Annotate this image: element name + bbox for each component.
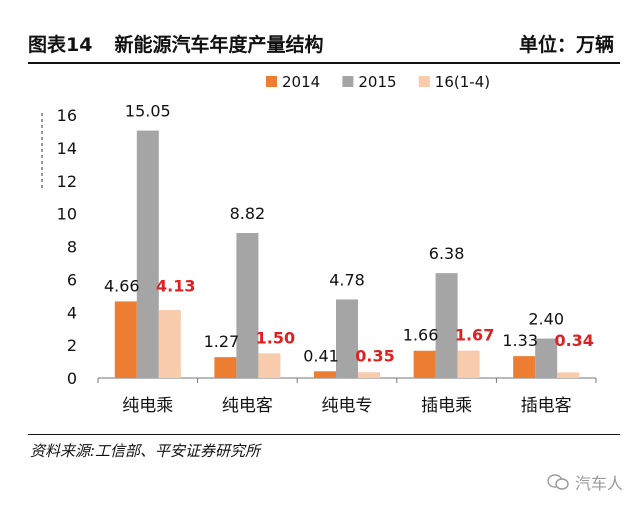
data-label: 0.41 [303, 346, 339, 365]
y-tick-label: 8 [67, 238, 77, 257]
data-label: 2.40 [528, 310, 564, 329]
x-tick-label: 插电乘 [421, 396, 472, 416]
chart-title: 图表14 新能源汽车年度产量结构 [28, 30, 323, 57]
data-label: 1.67 [455, 326, 494, 345]
x-tick-label: 纯电专 [322, 396, 373, 416]
bar [336, 299, 358, 378]
data-label: 4.78 [329, 270, 365, 289]
bar [513, 356, 536, 378]
bar [413, 350, 436, 378]
x-tick-label: 纯电乘 [122, 396, 173, 416]
unit-label: 单位：万辆 [518, 34, 614, 56]
bar [535, 338, 558, 378]
bar [358, 372, 380, 378]
bar [158, 310, 181, 378]
data-label: 0.35 [355, 346, 394, 365]
source-note: 资料来源:工信部、平安证券研究所 [30, 442, 261, 460]
watermark: 汽车人 [547, 470, 623, 494]
legend-swatch [266, 76, 277, 87]
data-label: 15.05 [125, 102, 171, 121]
bar [435, 273, 458, 378]
y-tick-label: 10 [57, 205, 77, 224]
y-tick-label: 6 [67, 270, 77, 289]
y-tick-label: 12 [57, 172, 77, 191]
data-label: 1.66 [403, 326, 439, 345]
watermark-text: 汽车人 [574, 474, 623, 493]
bar [214, 357, 237, 378]
figure-title: 新能源汽车年度产量结构 [114, 34, 324, 56]
bar [314, 371, 336, 378]
bar [457, 350, 480, 378]
data-label: 1.50 [256, 328, 295, 347]
legend-label: 2014 [282, 73, 320, 91]
bar [557, 372, 580, 378]
y-tick-label: 4 [67, 303, 77, 322]
y-tick-label: 14 [57, 139, 77, 158]
footer-rule [28, 434, 620, 435]
bar [136, 130, 159, 378]
legend-label: 16(1-4) [435, 73, 490, 91]
y-tick-label: 2 [67, 336, 77, 355]
bar [114, 301, 137, 378]
y-tick-label: 16 [57, 106, 77, 125]
data-label: 4.13 [156, 276, 195, 295]
legend-label: 2015 [358, 73, 396, 91]
bar [258, 353, 281, 378]
figure-number: 图表14 [28, 34, 93, 56]
x-tick-label: 纯电客 [222, 396, 273, 416]
data-label: 4.66 [104, 276, 140, 295]
legend-swatch [342, 76, 354, 87]
chart-header: 图表14 新能源汽车年度产量结构 单位：万辆 [28, 30, 620, 64]
data-label: 0.34 [554, 331, 593, 350]
data-label: 1.33 [502, 331, 538, 350]
header-rule [28, 62, 620, 64]
x-tick-label: 插电客 [521, 396, 572, 416]
data-label: 8.82 [230, 204, 266, 223]
data-label: 6.38 [429, 244, 465, 263]
data-label: 1.27 [204, 332, 240, 351]
y-tick-label: 0 [67, 369, 77, 388]
legend-swatch [418, 76, 430, 87]
wechat-icon [547, 474, 569, 490]
bar [236, 233, 259, 378]
